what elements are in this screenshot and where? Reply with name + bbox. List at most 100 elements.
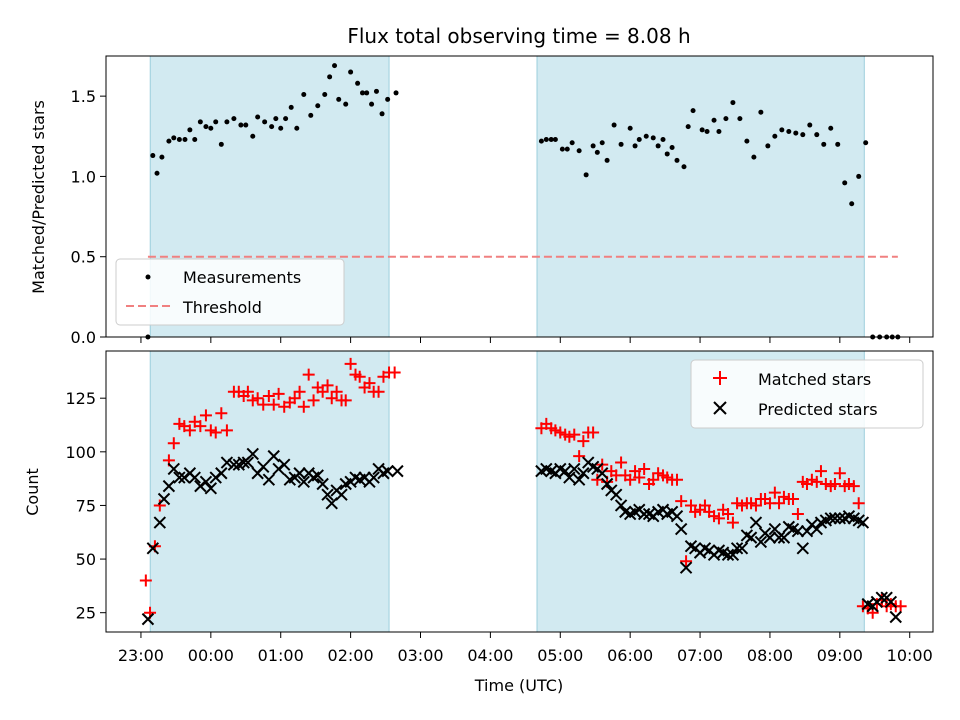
matched-star-point [321, 379, 334, 392]
legend-predicted-marker [713, 401, 727, 415]
matched-star-point [814, 465, 827, 478]
x-tick-label: 09:00 [817, 646, 863, 665]
measurement-point [250, 133, 256, 139]
matched-star-point [833, 467, 846, 480]
measurement-point [821, 141, 827, 147]
bottom-y-axis-label: Count [23, 468, 42, 516]
y-tick-label: 100 [65, 443, 96, 462]
predicted-star-point [146, 542, 160, 555]
predicted-star-point [568, 462, 581, 476]
predicted-star-point [381, 464, 394, 478]
measurement-point [327, 74, 333, 80]
matched-star-point [199, 409, 212, 422]
matched-star-point [722, 508, 735, 521]
matched-star-point [828, 477, 841, 490]
predicted-star-point [297, 475, 310, 489]
matched-star-point [220, 424, 233, 437]
measurement-point [583, 172, 589, 178]
legend-predicted-label: Predicted stars [758, 400, 878, 419]
measurement-point [359, 90, 365, 96]
legend-matched-marker [713, 371, 727, 385]
predicted-star-point [744, 531, 758, 544]
measurement-point [166, 138, 172, 144]
y-tick-label: 75 [76, 496, 96, 515]
measurement-point [171, 135, 177, 141]
predicted-star-point [772, 531, 786, 544]
predicted-star-point [153, 516, 167, 529]
matched-star-point [633, 471, 646, 484]
matched-star-point [675, 495, 688, 508]
matched-star-point [629, 465, 642, 478]
measurement-point [176, 136, 182, 142]
predicted-star-point [754, 535, 768, 549]
legend-matched-label: Matched stars [758, 370, 871, 389]
predicted-star-point [730, 542, 744, 555]
matched-star-point [591, 473, 604, 486]
matched-star-point [272, 387, 285, 400]
measurement-point [856, 173, 862, 179]
measurement-point [664, 151, 670, 157]
measurement-point [278, 125, 284, 131]
measurement-point [355, 80, 361, 86]
measurement-point [800, 132, 806, 138]
predicted-star-point [267, 449, 280, 463]
measurement-point [369, 101, 375, 107]
predicted-star-point [199, 475, 213, 489]
measurement-point [548, 136, 554, 142]
measurement-point [238, 122, 244, 128]
measurement-point [744, 138, 750, 144]
predicted-star-point [824, 512, 837, 525]
observing-interval-band [537, 56, 865, 337]
predicted-star-point [188, 471, 201, 484]
top-plot-frame [105, 55, 934, 338]
measurement-point [187, 127, 193, 133]
matched-star-point [330, 385, 343, 398]
measurement-point [379, 111, 385, 117]
measurement-point [552, 136, 558, 142]
measurement-point [807, 122, 813, 128]
matched-star-point [670, 473, 683, 486]
measurement-point [336, 96, 342, 102]
predicted-star-point [721, 548, 735, 561]
predicted-star-point [162, 479, 176, 493]
matched-star-point [568, 428, 581, 441]
y-tick-label: 1.5 [71, 87, 96, 106]
measurement-point [604, 157, 610, 163]
matched-star-point [139, 574, 152, 587]
measurement-point [786, 128, 792, 134]
measurement-point [322, 92, 328, 98]
predicted-star-point [157, 492, 171, 506]
measurement-point [224, 119, 230, 125]
predicted-star-point [596, 467, 609, 480]
matched-star-point [773, 497, 786, 510]
measurement-point [699, 127, 705, 133]
predicted-star-point [220, 456, 234, 469]
measurement-point [636, 136, 642, 142]
measurement-point [150, 153, 156, 159]
x-tick-label: 03:00 [397, 646, 443, 665]
bottom-predicted-points [141, 447, 902, 626]
predicted-star-point [335, 488, 348, 501]
measurement-point [669, 145, 675, 151]
predicted-star-point [884, 595, 898, 609]
predicted-star-point [763, 531, 777, 544]
predicted-star-point [204, 482, 218, 495]
matched-star-point [726, 516, 739, 529]
measurement-point [711, 117, 717, 123]
measurement-point [779, 127, 785, 133]
matched-star-point [209, 426, 222, 439]
matched-star-point [624, 473, 637, 486]
matched-star-point [363, 377, 376, 390]
x-tick-label: 08:00 [747, 646, 793, 665]
measurement-point [393, 90, 399, 96]
predicted-star-point [833, 512, 847, 525]
measurement-point [269, 124, 275, 130]
matched-star-point [288, 392, 301, 405]
predicted-star-point [391, 464, 404, 478]
measurement-point [197, 119, 203, 125]
matched-star-point [894, 600, 907, 613]
measurement-point [730, 100, 736, 106]
x-tick-label: 23:00 [118, 646, 164, 665]
top-legend-box [115, 258, 345, 326]
measurement-point [704, 128, 710, 134]
